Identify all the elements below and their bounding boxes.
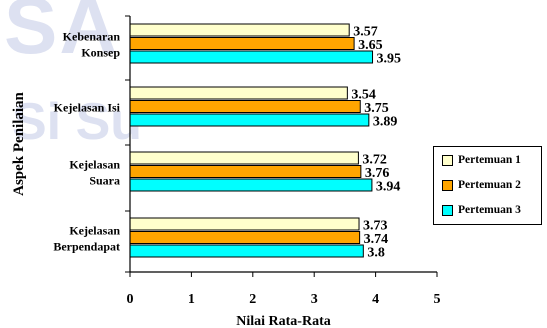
bar-pertemuan-1-kebenaran-konsep [129,23,350,37]
value-label-pertemuan-3-kebenaran-konsep: 3.95 [377,52,402,67]
legend-label-pertemuan-2: Pertemuan 2 [458,179,521,191]
legend-swatch-pertemuan-2 [442,179,453,191]
x-tick-label-2: 2 [249,292,256,307]
legend-label-pertemuan-1: Pertemuan 1 [458,154,521,166]
category-label-kebenaran-konsep-line-1: Kebenaran [63,29,121,43]
legend-label-pertemuan-3: Pertemuan 3 [458,204,521,216]
value-label-pertemuan-1-kejelasan-berpendapat: 3.73 [363,219,388,234]
x-axis-title: Nilai Rata-Rata [236,314,331,328]
value-label-pertemuan-3-kejelasan-berpendapat: 3.8 [367,246,385,261]
legend-swatch-pertemuan-3 [442,204,453,216]
value-label-pertemuan-1-kejelasan-suara: 3.72 [362,153,387,168]
value-label-pertemuan-1-kebenaran-konsep: 3.57 [353,25,378,40]
bar-pertemuan-1-kejelasan-suara [129,151,359,165]
legend-item-pertemuan-1: Pertemuan 1 [442,153,521,167]
category-label-kejelasan-berpendapat-line-1: Kejelasan [69,223,120,237]
value-label-pertemuan-1-kejelasan-isi: 3.54 [351,88,376,103]
value-label-pertemuan-3-kejelasan-isi: 3.89 [373,115,398,130]
value-label-pertemuan-2-kejelasan-isi: 3.75 [364,101,389,116]
category-label-kebenaran-konsep-line-2: Konsep [81,45,120,59]
x-tick-label-5: 5 [434,292,441,307]
chart-legend: Pertemuan 1 Pertemuan 2 Pertemuan 3 [433,146,542,225]
x-tick-label-4: 4 [372,292,379,307]
bar-pertemuan-2-kejelasan-suara [129,165,362,178]
y-axis-title: Aspek Penilaian [11,91,27,195]
value-label-pertemuan-2-kebenaran-konsep: 3.65 [358,38,383,53]
category-label-kejelasan-suara-line-2: Suara [89,173,120,187]
bar-pertemuan-2-kebenaran-konsep [129,37,355,50]
value-label-pertemuan-3-kejelasan-suara: 3.94 [376,180,401,195]
legend-swatch-pertemuan-1 [442,154,453,166]
x-tick-label-3: 3 [311,292,318,307]
x-tick-label-0: 0 [127,292,134,307]
category-label-kejelasan-suara-line-1: Kejelasan [69,157,120,171]
bar-pertemuan-2-kejelasan-berpendapat [129,231,361,244]
bar-pertemuan-1-kejelasan-isi [129,86,348,100]
category-label-kejelasan-berpendapat-line-2: Berpendapat [53,239,120,253]
bar-pertemuan-3-kejelasan-suara [129,178,373,192]
legend-item-pertemuan-3: Pertemuan 3 [442,203,521,217]
category-label-kejelasan-isi: Kejelasan Isi [54,100,121,114]
legend-item-pertemuan-2: Pertemuan 2 [442,178,521,192]
bar-pertemuan-1-kejelasan-berpendapat [129,217,360,231]
x-tick-label-1: 1 [188,292,195,307]
bar-pertemuan-3-kebenaran-konsep [129,50,374,64]
bar-pertemuan-3-kejelasan-isi [129,113,370,127]
bar-pertemuan-2-kejelasan-isi [129,100,361,113]
value-label-pertemuan-2-kejelasan-suara: 3.76 [365,166,390,181]
bar-pertemuan-3-kejelasan-berpendapat [129,244,364,258]
value-label-pertemuan-2-kejelasan-berpendapat: 3.74 [364,232,389,247]
